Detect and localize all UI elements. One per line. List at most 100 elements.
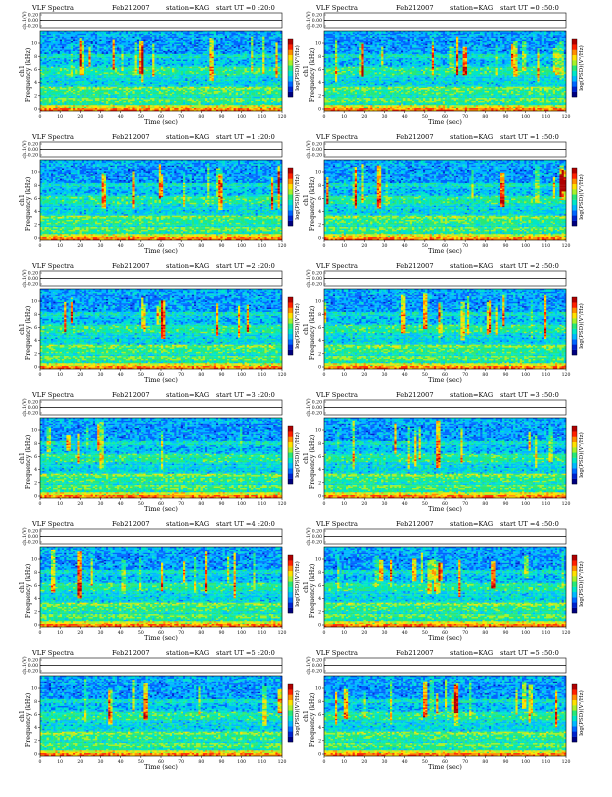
heatmap-cell — [236, 58, 247, 60]
heatmap-cell — [150, 57, 152, 59]
heatmap-cell — [223, 88, 225, 90]
heatmap-cell — [137, 75, 142, 77]
heatmap-cell — [60, 40, 62, 42]
heatmap-cell — [187, 42, 189, 44]
heatmap-cell — [97, 84, 99, 86]
heatmap-cell — [183, 57, 190, 59]
heatmap-cell — [192, 71, 199, 73]
heatmap-cell — [209, 41, 214, 43]
heatmap-cell — [66, 90, 68, 92]
heatmap-cell — [126, 81, 137, 83]
heatmap-cell — [242, 50, 249, 52]
heatmap-cell — [196, 78, 198, 80]
heatmap-cell — [223, 47, 230, 49]
heatmap-cell — [106, 37, 108, 39]
heatmap-cell — [110, 35, 117, 37]
heatmap-cell — [154, 78, 163, 80]
heatmap-cell — [137, 34, 139, 36]
heatmap-cell — [179, 84, 181, 86]
heatmap-cell — [139, 61, 141, 63]
heatmap-cell — [176, 50, 178, 52]
heatmap-cell — [271, 57, 273, 59]
heatmap-cell — [117, 72, 119, 74]
heatmap-cell — [192, 42, 194, 44]
heatmap-cell — [236, 45, 238, 47]
heatmap-cell — [58, 67, 60, 69]
heatmap-cell — [194, 75, 196, 77]
heatmap-cell — [253, 48, 255, 50]
heatmap-cell — [91, 48, 96, 50]
heatmap-cell — [135, 40, 137, 42]
heatmap-cell — [267, 51, 269, 53]
heatmap-cell — [132, 68, 134, 70]
heatmap-cell — [179, 55, 181, 57]
heatmap-cell — [192, 40, 194, 42]
heatmap-cell — [275, 74, 277, 76]
heatmap-cell — [84, 70, 86, 72]
heatmap-cell — [253, 50, 255, 52]
heatmap-cell — [115, 54, 117, 56]
heatmap-cell — [113, 62, 115, 64]
heatmap-cell — [161, 72, 166, 74]
heatmap-cell — [181, 44, 183, 46]
heatmap-cell — [275, 65, 277, 67]
heatmap-cell — [253, 47, 260, 49]
heatmap-cell — [84, 78, 86, 80]
heatmap-cell — [247, 70, 252, 72]
heatmap-cell — [163, 37, 168, 39]
heatmap-cell — [106, 54, 111, 56]
heatmap-cell — [42, 37, 44, 39]
heatmap-cell — [267, 82, 274, 84]
heatmap-cell — [214, 81, 216, 83]
heatmap-cell — [163, 77, 165, 79]
heatmap-cell — [251, 47, 253, 49]
heatmap-cell — [198, 44, 203, 46]
heatmap-cell — [214, 71, 219, 73]
heatmap-cell — [124, 37, 126, 39]
heatmap-cell — [262, 50, 264, 52]
heatmap-cell — [126, 52, 128, 54]
heatmap-cell — [262, 35, 267, 37]
heatmap-cell — [146, 70, 148, 72]
heatmap-cell — [130, 67, 132, 69]
heatmap-cell — [121, 38, 123, 40]
heatmap-cell — [269, 58, 271, 60]
heatmap-cell — [77, 70, 79, 72]
heatmap-cell — [69, 64, 78, 66]
heatmap-cell — [106, 32, 111, 34]
heatmap-cell — [170, 68, 172, 70]
heatmap-cell — [86, 38, 88, 40]
heatmap-cell — [245, 65, 250, 67]
heatmap-cell — [154, 88, 159, 90]
heatmap-cell — [159, 38, 161, 40]
heatmap-cell — [247, 55, 252, 57]
heatmap-cell — [159, 88, 161, 90]
heatmap-cell — [172, 68, 174, 70]
heatmap-cell — [240, 51, 242, 53]
heatmap-cell — [150, 50, 152, 52]
heatmap-cell — [264, 77, 266, 79]
heatmap-cell — [179, 68, 192, 70]
heatmap-cell — [262, 44, 264, 46]
heatmap-cell — [172, 32, 174, 34]
heatmap-cell — [139, 42, 141, 44]
heatmap-cell — [115, 74, 117, 76]
heatmap-cell — [71, 90, 73, 92]
heatmap-cell — [220, 58, 222, 60]
heatmap-cell — [53, 41, 55, 43]
heatmap-cell — [216, 34, 218, 36]
heatmap-cell — [242, 60, 247, 62]
heatmap-cell — [247, 32, 249, 34]
heatmap-cell — [225, 85, 234, 87]
heatmap-cell — [71, 88, 80, 90]
heatmap-cell — [168, 88, 173, 90]
heatmap-cell — [115, 70, 117, 72]
heatmap-cell — [62, 51, 64, 53]
heatmap-cell — [271, 81, 278, 83]
heatmap-cell — [271, 68, 273, 70]
heatmap-cell — [236, 67, 245, 69]
heatmap-cell — [154, 70, 156, 72]
heatmap-cell — [40, 80, 49, 82]
heatmap-cell — [161, 47, 163, 49]
heatmap-cell — [69, 90, 71, 92]
